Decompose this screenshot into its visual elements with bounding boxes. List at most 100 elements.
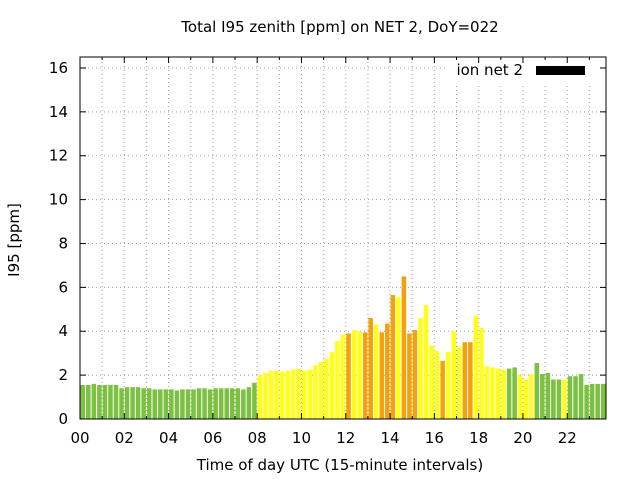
bar: [91, 383, 97, 419]
bar: [418, 318, 423, 419]
bar: [235, 388, 241, 419]
bar: [196, 388, 202, 419]
chart-title: Total I95 zenith [ppm] on NET 2, DoY=022: [180, 18, 498, 36]
bar: [163, 389, 169, 419]
bar: [373, 324, 379, 419]
bar: [396, 297, 401, 419]
bar: [368, 318, 373, 419]
bar: [523, 379, 528, 419]
bar: [124, 387, 130, 419]
bar: [207, 389, 213, 419]
bar: [80, 384, 86, 419]
bar: [340, 334, 346, 419]
bar: [484, 366, 490, 419]
y-axis-label: I95 [ppm]: [5, 203, 23, 277]
bar: [506, 368, 512, 419]
bar: [468, 342, 473, 419]
bar: [279, 371, 285, 419]
x-tick-label: 18: [469, 429, 488, 447]
bar: [102, 384, 108, 419]
x-tick-label: 22: [558, 429, 577, 447]
x-tick-label: 02: [115, 429, 134, 447]
bar: [285, 370, 290, 419]
bar: [252, 382, 257, 419]
bar: [346, 333, 351, 419]
bar: [540, 374, 545, 419]
bar: [268, 370, 274, 419]
bar: [224, 388, 229, 419]
bar: [595, 383, 600, 419]
bar: [241, 389, 246, 419]
bar: [324, 358, 329, 419]
bar: [318, 361, 324, 419]
bar: [313, 365, 318, 419]
y-tick-label: 12: [49, 147, 68, 165]
legend-label: ion net 2: [456, 61, 523, 79]
bar: [113, 384, 119, 419]
legend: ion net 2: [456, 61, 585, 79]
bar: [445, 352, 451, 419]
bar: [130, 387, 135, 419]
x-tick-label: 06: [203, 429, 222, 447]
bar: [401, 276, 407, 419]
bar: [562, 379, 567, 419]
bar: [434, 350, 440, 419]
bar: [263, 372, 268, 419]
bar: [573, 376, 578, 419]
bar: [490, 367, 495, 419]
bar: [589, 383, 595, 419]
bar: [141, 388, 146, 419]
x-tick-label: 10: [292, 429, 311, 447]
bars: [80, 276, 606, 419]
y-tick-label: 14: [49, 103, 68, 121]
bar: [551, 379, 556, 419]
bar: [362, 332, 368, 419]
bar: [545, 372, 551, 419]
bar: [584, 384, 589, 419]
bar: [301, 370, 307, 419]
bar: [290, 369, 296, 419]
bar: [296, 368, 301, 419]
x-tick-label: 12: [336, 429, 355, 447]
y-tick-label: 8: [58, 234, 68, 252]
plot-frame: [79, 56, 607, 420]
x-tick-label: 14: [381, 429, 400, 447]
y-tick-label: 4: [58, 322, 68, 340]
x-tick-label: 00: [70, 429, 89, 447]
bar: [412, 330, 418, 419]
bar: [556, 379, 562, 419]
bar: [429, 345, 434, 419]
bar: [379, 332, 385, 419]
bar: [528, 374, 534, 419]
bar: [218, 388, 224, 419]
x-tick-label: 08: [248, 429, 267, 447]
gridlines: [80, 57, 606, 419]
x-tick-label: 20: [513, 429, 532, 447]
y-tick-label: 2: [58, 366, 68, 384]
bar: [180, 389, 185, 419]
bar: [473, 315, 479, 419]
bar: [329, 352, 335, 419]
bar: [108, 384, 113, 419]
legend-swatch: [536, 66, 585, 75]
bar: [169, 389, 174, 419]
bar: [385, 323, 390, 419]
y-tick-label: 6: [58, 278, 68, 296]
bar: [86, 384, 91, 419]
bar: [440, 360, 445, 419]
x-tick-label: 16: [425, 429, 444, 447]
bar: [479, 327, 484, 419]
y-tick-label: 16: [49, 59, 68, 77]
bar: [495, 368, 501, 419]
bar: [257, 375, 263, 419]
bar: [451, 331, 457, 419]
y-tick-label: 10: [49, 191, 68, 209]
bar: [512, 367, 517, 419]
bar: [335, 341, 340, 419]
bar: [534, 363, 540, 419]
bar: [119, 388, 124, 419]
bar: [307, 369, 313, 419]
bar: [246, 387, 252, 419]
